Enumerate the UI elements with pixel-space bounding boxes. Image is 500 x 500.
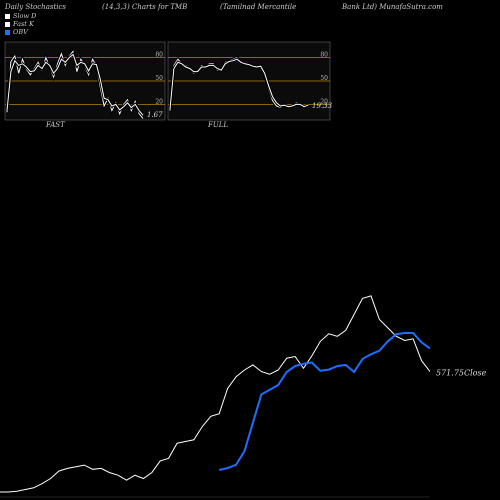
fast-panel-label: FAST	[46, 121, 65, 129]
last-value-label: 19.33	[312, 102, 333, 110]
full-panel-label: FULL	[208, 121, 229, 129]
chart-title-params: (14,3,3) Charts for TMB	[102, 3, 188, 11]
legend-item-fast-k: Fast K	[5, 20, 36, 28]
slow-d-line	[169, 58, 309, 110]
slow-d-line	[6, 53, 144, 116]
legend-swatch	[5, 21, 10, 27]
y-tick-label: 80	[155, 52, 163, 59]
y-tick-label: 50	[320, 75, 328, 82]
full-stochastic-panel: 20 50 80 19.33	[167, 41, 333, 121]
price-obv-panel: 571.75Close	[0, 295, 487, 498]
close-value-label: 571.75Close	[436, 369, 487, 378]
legend-item-obv: OBV	[5, 28, 36, 36]
close-price-line	[0, 295, 431, 493]
close-label: Close	[464, 369, 487, 378]
chart-title-site: Bank Ltd) MunafaSutra.com	[342, 3, 443, 11]
chart-title-company: (Tamilnad Mercantile	[220, 3, 297, 11]
legend-label: OBV	[13, 28, 28, 36]
legend-swatch	[5, 13, 10, 19]
obv-line	[218, 332, 431, 471]
chart-legend: Slow D Fast K OBV	[5, 12, 36, 36]
y-tick-label: 80	[320, 52, 328, 59]
legend-item-slow-d: Slow D	[5, 12, 36, 20]
y-tick-label: 20	[155, 98, 163, 105]
last-value-label: 1.67	[147, 111, 163, 119]
legend-label: Fast K	[13, 20, 34, 28]
legend-label: Slow D	[13, 12, 37, 20]
fast-stochastic-panel: 20 50 80 1.67	[4, 41, 166, 121]
close-value: 571.75	[436, 369, 464, 378]
chart-title-left: Daily Stochastics	[5, 3, 67, 11]
y-tick-label: 50	[155, 75, 163, 82]
legend-swatch	[5, 29, 10, 35]
y-tick-label: 20	[320, 98, 328, 105]
